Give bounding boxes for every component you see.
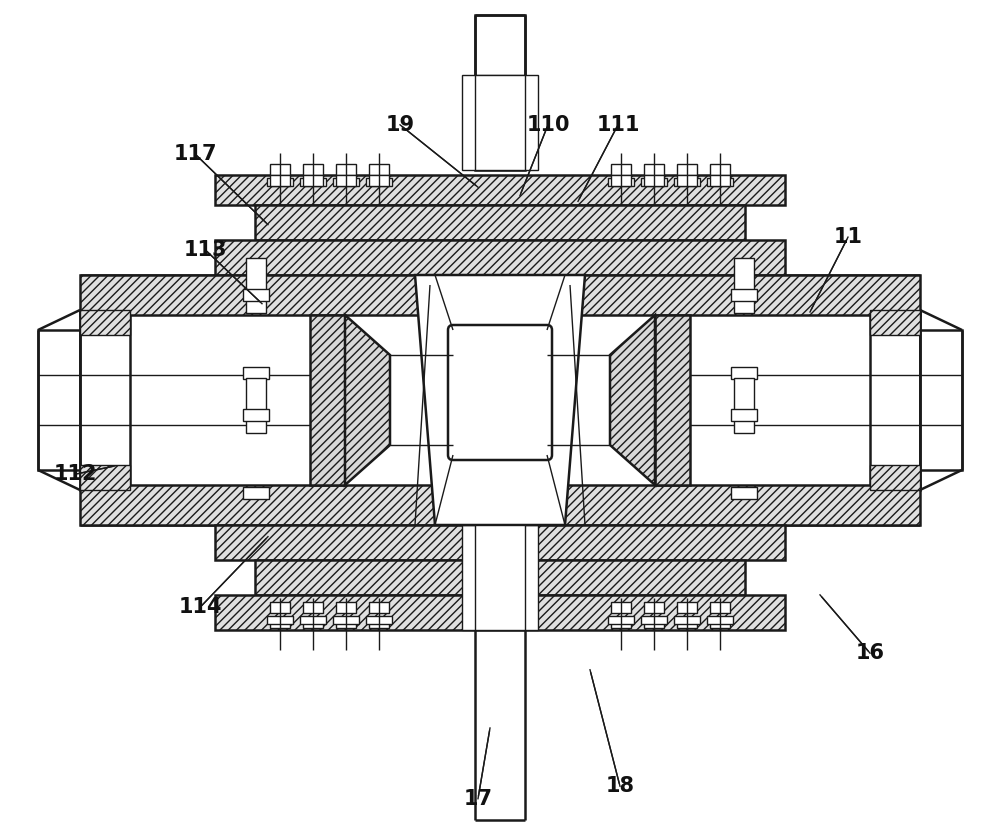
Bar bbox=[243, 289, 269, 301]
Bar bbox=[710, 617, 730, 628]
Bar bbox=[734, 378, 754, 433]
Text: 18: 18 bbox=[606, 776, 635, 796]
Polygon shape bbox=[345, 315, 390, 485]
Bar bbox=[731, 409, 757, 421]
Bar bbox=[267, 178, 293, 186]
Bar bbox=[300, 616, 326, 624]
Bar bbox=[731, 367, 757, 379]
Bar bbox=[267, 616, 293, 624]
Bar bbox=[475, 75, 525, 170]
Polygon shape bbox=[870, 310, 920, 490]
Bar bbox=[336, 617, 356, 628]
Bar bbox=[475, 525, 525, 630]
Bar bbox=[300, 178, 326, 186]
Bar bbox=[333, 616, 359, 624]
Bar bbox=[611, 602, 631, 613]
Bar bbox=[366, 178, 392, 186]
Text: 113: 113 bbox=[183, 240, 227, 260]
Bar bbox=[710, 164, 730, 175]
Bar bbox=[707, 178, 733, 186]
Bar bbox=[303, 175, 323, 186]
Bar bbox=[303, 602, 323, 613]
Bar bbox=[644, 175, 664, 186]
Bar bbox=[303, 164, 323, 175]
Bar bbox=[731, 487, 757, 499]
Text: 19: 19 bbox=[385, 115, 415, 135]
Polygon shape bbox=[920, 330, 962, 470]
Bar bbox=[710, 602, 730, 613]
Bar bbox=[710, 175, 730, 186]
Bar bbox=[369, 602, 389, 613]
Bar bbox=[731, 289, 757, 301]
Bar bbox=[644, 602, 664, 613]
Bar bbox=[611, 164, 631, 175]
Bar bbox=[270, 617, 290, 628]
Bar bbox=[366, 616, 392, 624]
Polygon shape bbox=[255, 205, 745, 240]
Bar bbox=[243, 367, 269, 379]
Text: 111: 111 bbox=[596, 115, 640, 135]
Bar bbox=[336, 164, 356, 175]
Bar bbox=[475, 15, 525, 170]
Bar bbox=[677, 617, 697, 628]
Bar bbox=[608, 616, 634, 624]
Polygon shape bbox=[80, 465, 130, 490]
Bar bbox=[677, 175, 697, 186]
Polygon shape bbox=[215, 525, 785, 560]
Bar bbox=[462, 525, 538, 630]
Polygon shape bbox=[310, 315, 345, 485]
Polygon shape bbox=[215, 240, 785, 275]
Polygon shape bbox=[610, 315, 655, 485]
Bar bbox=[270, 175, 290, 186]
Text: 117: 117 bbox=[173, 144, 217, 164]
Text: 112: 112 bbox=[53, 464, 97, 484]
Polygon shape bbox=[80, 310, 130, 490]
Polygon shape bbox=[655, 315, 690, 485]
Bar bbox=[243, 409, 269, 421]
Text: 110: 110 bbox=[526, 115, 570, 135]
Bar bbox=[336, 175, 356, 186]
Polygon shape bbox=[38, 330, 80, 470]
Polygon shape bbox=[255, 560, 745, 595]
Polygon shape bbox=[80, 275, 920, 315]
Text: 16: 16 bbox=[856, 643, 885, 663]
Polygon shape bbox=[80, 310, 130, 335]
Bar bbox=[303, 617, 323, 628]
Bar bbox=[270, 164, 290, 175]
Bar bbox=[243, 487, 269, 499]
FancyBboxPatch shape bbox=[448, 325, 552, 460]
Polygon shape bbox=[215, 175, 785, 205]
Bar bbox=[644, 617, 664, 628]
Bar bbox=[641, 178, 667, 186]
Polygon shape bbox=[80, 485, 920, 525]
Bar bbox=[641, 616, 667, 624]
Bar bbox=[734, 258, 754, 313]
Bar bbox=[369, 617, 389, 628]
Bar bbox=[707, 616, 733, 624]
Polygon shape bbox=[870, 310, 920, 335]
Bar bbox=[674, 616, 700, 624]
Bar bbox=[608, 178, 634, 186]
Bar bbox=[644, 164, 664, 175]
Bar bbox=[369, 164, 389, 175]
Bar bbox=[333, 178, 359, 186]
Bar bbox=[246, 378, 266, 433]
Bar bbox=[677, 602, 697, 613]
Bar bbox=[462, 75, 538, 170]
Text: 17: 17 bbox=[464, 789, 492, 809]
Bar bbox=[674, 178, 700, 186]
Bar bbox=[246, 258, 266, 313]
Polygon shape bbox=[870, 465, 920, 490]
Bar bbox=[611, 175, 631, 186]
Polygon shape bbox=[415, 275, 585, 525]
Bar bbox=[336, 602, 356, 613]
Polygon shape bbox=[215, 595, 785, 630]
Text: 114: 114 bbox=[178, 597, 222, 617]
Bar bbox=[677, 164, 697, 175]
Bar bbox=[611, 617, 631, 628]
Bar bbox=[270, 602, 290, 613]
Text: 11: 11 bbox=[834, 227, 862, 247]
Bar bbox=[369, 175, 389, 186]
